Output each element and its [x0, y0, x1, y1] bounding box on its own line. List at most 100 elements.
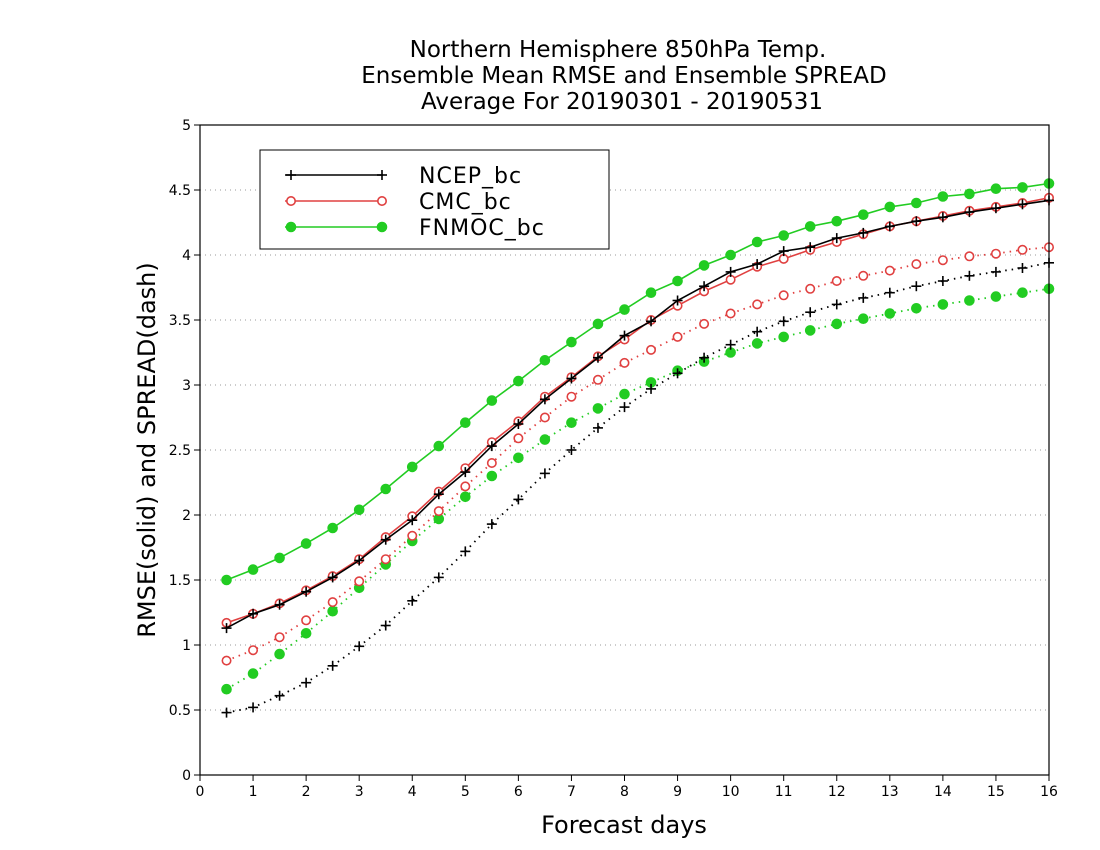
- series-rmse-point: [486, 441, 497, 452]
- series-spread-point: [805, 307, 816, 318]
- series-rmse-point: [672, 275, 683, 287]
- series-spread-line: [226, 246, 1050, 662]
- series-spread-point: [221, 655, 232, 666]
- series-spread-point: [513, 433, 524, 444]
- series-rmse-point: [911, 216, 922, 227]
- series-rmse-point: [778, 230, 789, 241]
- x-tick-label: 5: [461, 784, 470, 800]
- x-tick-label: 1: [249, 784, 258, 800]
- series-spread-point: [964, 295, 975, 306]
- series-spread-point: [911, 303, 922, 314]
- series-spread-point: [274, 690, 285, 701]
- legend-label: NCEP_bc: [419, 164, 522, 189]
- y-tick-label: 3: [182, 378, 191, 394]
- series-rmse-point: [406, 461, 418, 473]
- series-rmse-point: [619, 330, 630, 341]
- series-spread-point: [221, 707, 232, 718]
- series-spread-point: [274, 648, 285, 660]
- x-tick-label: 4: [408, 784, 417, 800]
- series-rmse-point: [566, 336, 577, 348]
- series-rmse-point: [221, 574, 232, 586]
- series-spread-point: [937, 255, 948, 266]
- series-rmse-point: [274, 552, 285, 564]
- series-spread-point: [619, 402, 630, 413]
- x-tick-label: 16: [1040, 784, 1058, 800]
- series-spread-point: [751, 338, 763, 349]
- series-layer: [221, 178, 1055, 718]
- grid-lines: [200, 189, 1049, 711]
- series-rmse-point: [248, 608, 259, 619]
- series-rmse-point: [672, 295, 683, 306]
- x-tick-label: 10: [722, 784, 740, 800]
- legend-box: [259, 149, 610, 250]
- series-rmse-point: [566, 373, 577, 384]
- series-spread-point: [407, 595, 418, 606]
- title-line-3: Average For 20190301 - 20190531: [421, 89, 823, 115]
- series-spread-point: [327, 660, 338, 671]
- series-spread-point: [831, 299, 842, 310]
- series-spread-point: [592, 374, 603, 385]
- series-rmse-point: [380, 534, 391, 545]
- y-tick-label: 3.5: [169, 313, 191, 329]
- series-rmse-point: [911, 197, 922, 209]
- y-tick-label: 2.5: [169, 443, 191, 459]
- series-spread-point: [513, 452, 524, 464]
- series-rmse-point: [221, 623, 232, 634]
- series-rmse-point: [831, 215, 843, 227]
- series-rmse-point: [804, 221, 816, 232]
- series-spread-point: [699, 318, 710, 329]
- series-spread-point: [592, 422, 603, 433]
- y-tick-label: 4.5: [169, 183, 191, 199]
- x-tick-label: 0: [196, 784, 205, 800]
- legend-marker: [376, 221, 388, 233]
- series-spread-point: [831, 318, 843, 330]
- series-spread-point: [486, 519, 497, 530]
- series-spread-point: [884, 265, 895, 276]
- series-spread-point: [804, 325, 816, 336]
- series-spread-point: [221, 683, 232, 695]
- series-spread-point: [646, 383, 657, 394]
- series-spread-point: [1017, 263, 1028, 273]
- series-spread-point: [539, 412, 550, 423]
- series-rmse-point: [937, 191, 949, 202]
- series-spread-point: [433, 506, 444, 517]
- series-rmse-point: [884, 201, 896, 213]
- series-spread-point: [460, 546, 471, 557]
- series-rmse-point: [752, 259, 763, 270]
- x-tick-label: 9: [673, 784, 682, 800]
- series-spread-point: [699, 352, 710, 363]
- series-rmse-point: [354, 555, 365, 566]
- series-rmse-point: [460, 467, 471, 478]
- series-spread-point: [460, 481, 471, 492]
- series-spread-point: [672, 331, 683, 342]
- series-spread-point: [566, 417, 577, 429]
- series-rmse-point: [990, 183, 1002, 194]
- series-spread-point: [778, 316, 789, 327]
- series-rmse-point: [327, 572, 338, 583]
- x-tick-label: 7: [567, 784, 576, 800]
- series-rmse-point: [725, 266, 736, 277]
- series-spread-point: [752, 299, 763, 310]
- x-axis-label: Forecast days: [541, 811, 707, 839]
- series-spread-point: [778, 290, 789, 301]
- series-spread-point: [301, 615, 312, 626]
- series-spread-point: [964, 251, 975, 262]
- series-rmse-point: [513, 375, 524, 387]
- x-tick-label: 8: [620, 784, 629, 800]
- series-spread-point: [990, 266, 1001, 277]
- x-tick-label: 13: [881, 784, 899, 800]
- series-spread-point: [380, 554, 391, 565]
- series-spread-point: [805, 283, 816, 294]
- series-rmse-point: [619, 304, 630, 315]
- series-rmse-point: [460, 417, 471, 429]
- series-rmse-point: [751, 236, 763, 248]
- series-rmse-point: [937, 212, 948, 223]
- series-rmse-point: [380, 483, 392, 495]
- series-rmse-point: [274, 599, 285, 610]
- series-spread-point: [247, 668, 259, 679]
- series-rmse-point: [433, 489, 444, 500]
- series-spread-point: [619, 388, 630, 400]
- series-spread-point: [539, 468, 550, 479]
- series-spread-point: [964, 270, 975, 281]
